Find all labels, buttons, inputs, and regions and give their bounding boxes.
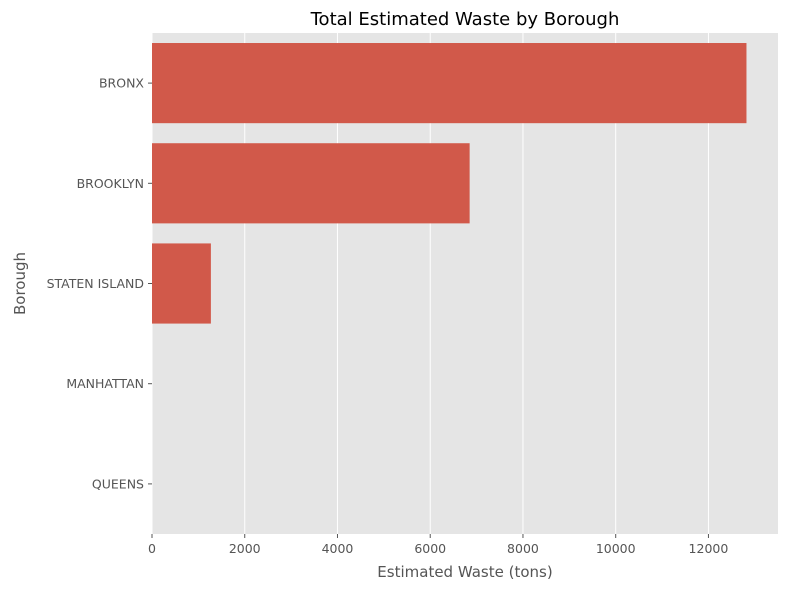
x-axis-label: Estimated Waste (tons) xyxy=(377,563,552,581)
y-tick-label: QUEENS xyxy=(92,476,144,491)
y-tick-label: BROOKLYN xyxy=(77,176,144,191)
y-tick-label: MANHATTAN xyxy=(66,376,144,391)
x-tick-label: 8000 xyxy=(507,541,539,556)
bar xyxy=(152,243,211,324)
x-tick-label: 0 xyxy=(148,541,156,556)
bar xyxy=(152,43,747,124)
y-axis-ticks: BRONX BROOKLYN STATEN ISLAND MANHATTAN QUEEN… xyxy=(47,76,152,491)
bars xyxy=(152,43,747,324)
bar xyxy=(152,143,470,224)
x-tick-label: 4000 xyxy=(322,541,354,556)
chart-title: Total Estimated Waste by Borough xyxy=(310,9,620,30)
y-axis-label: Borough xyxy=(11,252,29,315)
x-tick-label: 12000 xyxy=(689,541,729,556)
y-tick-label: STATEN ISLAND xyxy=(47,276,144,291)
x-tick-label: 10000 xyxy=(596,541,636,556)
y-tick-label: BRONX xyxy=(99,76,144,91)
x-tick-label: 6000 xyxy=(414,541,446,556)
x-axis-ticks: 0 2000 4000 6000 8000 10000 12000 xyxy=(148,534,728,556)
x-tick-label: 2000 xyxy=(229,541,261,556)
